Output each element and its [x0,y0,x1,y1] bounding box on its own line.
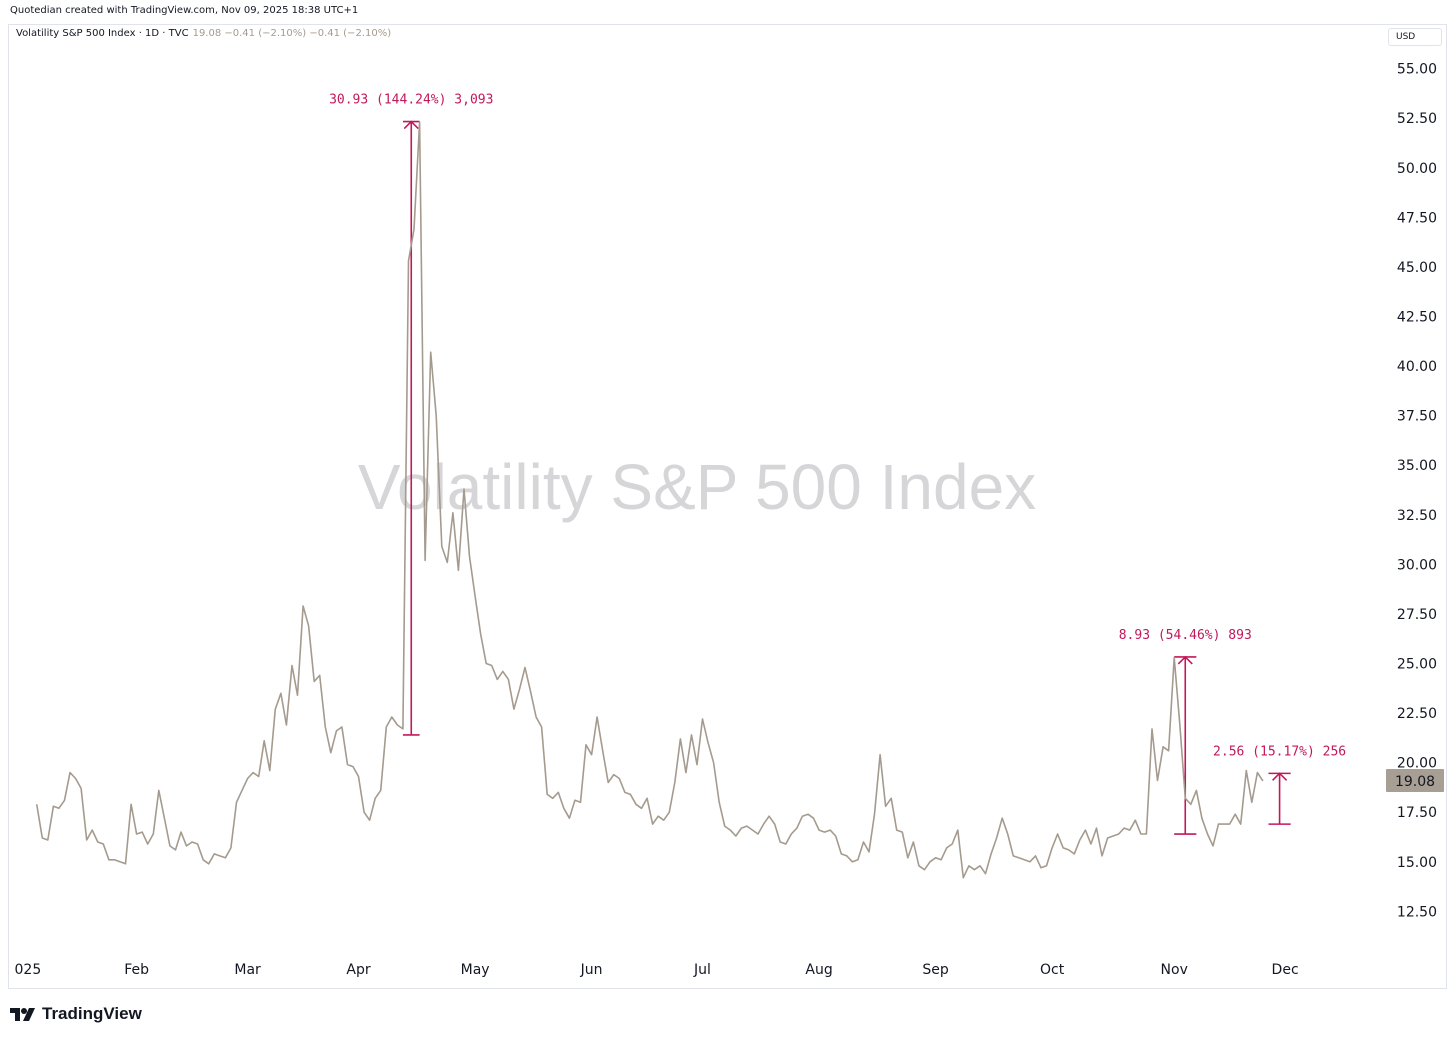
y-tick-label: 37.50 [1397,409,1437,425]
x-tick-label: Oct [1040,962,1065,978]
chart-frame [8,24,1447,989]
symbol-values: 19.08 −0.41 (−2.10%) −0.41 (−2.10%) [192,28,392,39]
measure-label: 8.93 (54.46%) 893 [1119,628,1252,643]
x-tick-label: Sep [922,962,949,978]
measure-label: 30.93 (144.24%) 3,093 [329,93,493,108]
y-tick-label: 42.50 [1397,310,1437,326]
y-tick-label: 45.00 [1397,260,1437,276]
y-tick-label: 35.00 [1397,458,1437,474]
y-tick-label: 20.00 [1397,756,1437,772]
y-tick-label: 47.50 [1397,210,1437,226]
x-tick-label: Jul [693,962,711,978]
x-tick-label: Aug [805,962,832,978]
measure-arrow-head [1177,655,1193,665]
annotation-layer: 30.93 (144.24%) 3,093 8.93 (54.46%) 893 2.… [329,93,1346,835]
y-tick-label: 17.50 [1397,805,1437,821]
y-tick-label: 32.50 [1397,508,1437,524]
currency-button[interactable]: USD [1388,28,1442,46]
measure-label: 2.56 (15.17%) 256 [1213,744,1346,759]
x-tick-label: Mar [234,962,261,978]
last-price-label: 19.08 [1395,774,1435,790]
y-tick-label: 12.50 [1397,904,1437,920]
y-tick-label: 22.50 [1397,706,1437,722]
y-tick-label: 52.50 [1397,111,1437,127]
y-tick-label: 50.00 [1397,161,1437,177]
tradingview-logo-text: TradingView [42,1004,142,1023]
measure-arrow-head [403,120,419,130]
symbol-legend[interactable]: Volatility S&P 500 Index · 1D · TVC 19.08… [16,28,391,39]
y-tick-label: 15.00 [1397,855,1437,871]
x-tick-label: Nov [1161,962,1188,978]
measure-arrow-head [1272,772,1288,781]
y-tick-label: 30.00 [1397,557,1437,573]
x-tick-label: Jun [580,962,603,978]
last-price-badge-bg [1386,769,1444,792]
price-axis[interactable]: 55.00 52.50 50.00 47.50 45.00 42.50 40.00 37.50… [1397,62,1437,921]
x-tick-label: Dec [1272,962,1299,978]
tradingview-logo[interactable]: TradingView [10,1004,142,1024]
y-tick-label: 55.00 [1397,62,1437,78]
y-tick-label: 27.50 [1397,607,1437,623]
price-line [35,121,1264,879]
time-axis[interactable]: 025 Feb Mar Apr May Jun Jul Aug Sep Oct Nov Dec [15,962,1299,978]
y-tick-label: 40.00 [1397,359,1437,375]
chart-watermark: Volatility S&P 500 Index [358,451,1036,523]
y-tick-label: 25.00 [1397,657,1437,673]
symbol-label: Volatility S&P 500 Index · 1D · TVC [16,28,189,39]
x-tick-label: 025 [15,962,42,978]
x-tick-label: Feb [124,962,149,978]
last-price-badge: 19.08 [1386,769,1444,792]
chart-credit: Quotedian created with TradingView.com, … [10,5,359,16]
x-tick-label: May [461,962,490,978]
tradingview-logo-icon [10,1008,35,1021]
x-tick-label: Apr [346,962,370,978]
